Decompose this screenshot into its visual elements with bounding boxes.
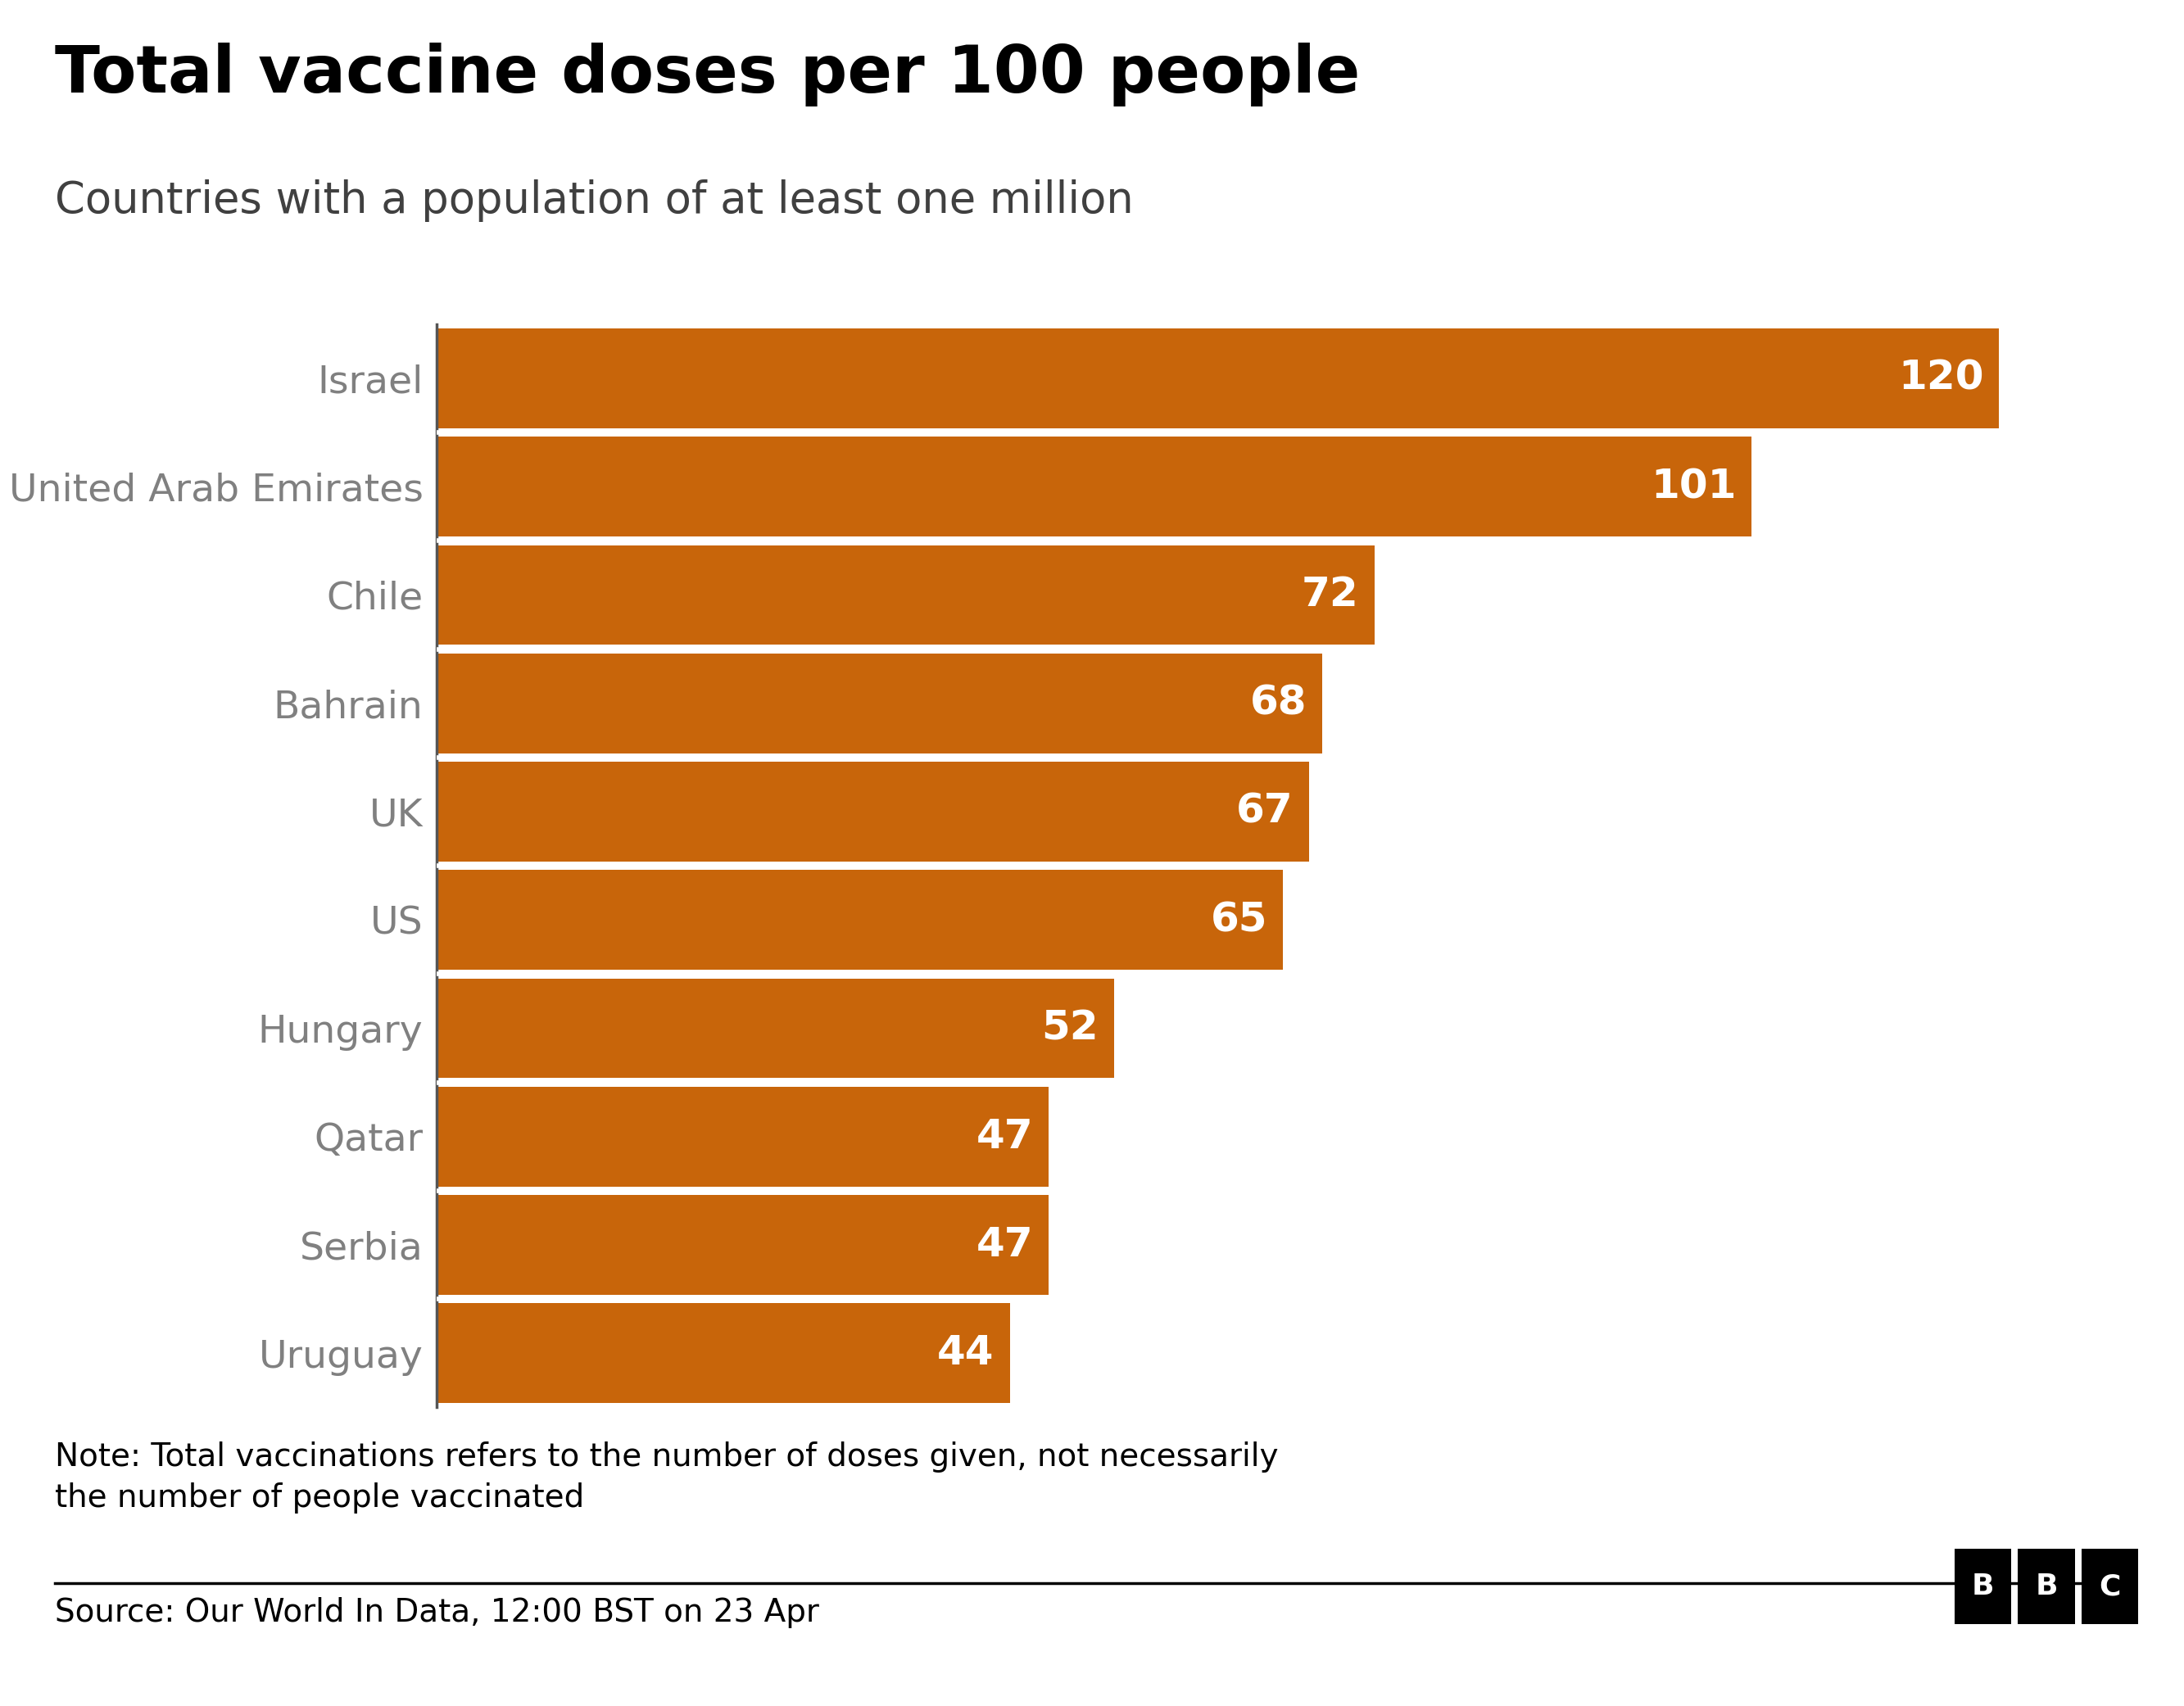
Text: 120: 120 (1898, 358, 1983, 397)
Bar (437, 1087, 1048, 1186)
Text: Source: Our World In Data, 12:00 BST on 23 Apr: Source: Our World In Data, 12:00 BST on … (55, 1597, 819, 1628)
Bar (437, 1196, 1048, 1295)
Text: 101: 101 (1651, 467, 1736, 507)
Text: 72: 72 (1302, 575, 1358, 614)
Text: 65: 65 (1210, 901, 1267, 940)
Text: Note: Total vaccinations refers to the number of doses given, not necessarily
th: Note: Total vaccinations refers to the n… (55, 1442, 1278, 1513)
Text: C: C (2099, 1573, 2121, 1600)
Text: 52: 52 (1042, 1008, 1099, 1047)
Text: 47: 47 (976, 1117, 1033, 1157)
Text: 44: 44 (937, 1334, 994, 1373)
Bar (437, 437, 1752, 536)
Text: B: B (1972, 1573, 1994, 1600)
Bar (437, 763, 1308, 862)
Text: 68: 68 (1249, 684, 1306, 723)
Text: Countries with a population of at least one million: Countries with a population of at least … (55, 179, 1133, 222)
Bar (437, 329, 1998, 428)
Bar (437, 546, 1374, 645)
Text: B: B (2035, 1573, 2057, 1600)
Bar (437, 979, 1114, 1078)
Text: 47: 47 (976, 1225, 1033, 1264)
Text: 67: 67 (1236, 792, 1293, 831)
Bar (437, 1303, 1009, 1402)
Bar (437, 653, 1321, 752)
Text: Total vaccine doses per 100 people: Total vaccine doses per 100 people (55, 43, 1361, 106)
Bar (437, 870, 1284, 969)
